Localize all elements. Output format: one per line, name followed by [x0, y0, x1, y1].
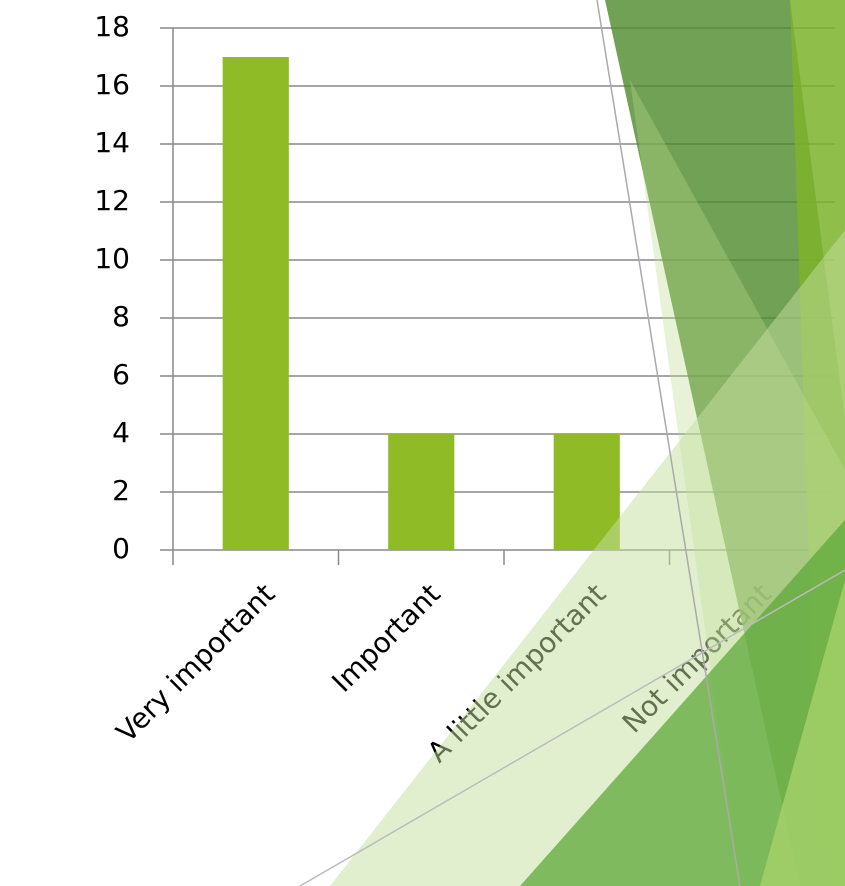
y-tick-label: 14	[94, 126, 130, 159]
y-tick-label: 0	[112, 532, 130, 565]
x-tick-label: Very important	[110, 577, 282, 749]
y-tick-label: 6	[112, 358, 130, 391]
x-tick-label: Important	[325, 577, 447, 699]
y-tick-label: 12	[94, 184, 130, 217]
y-tick-label: 10	[94, 242, 130, 275]
x-tick-label: Not important	[616, 577, 778, 739]
y-tick-label: 8	[112, 300, 130, 333]
y-tick-label: 2	[112, 474, 130, 507]
y-tick-label: 18	[94, 10, 130, 43]
bar	[388, 434, 455, 550]
y-tick-label: 4	[112, 416, 130, 449]
y-tick-label: 16	[94, 68, 130, 101]
bar	[553, 434, 620, 550]
x-tick-label: A little important	[421, 577, 613, 769]
bar	[222, 57, 289, 550]
